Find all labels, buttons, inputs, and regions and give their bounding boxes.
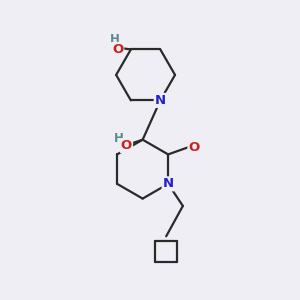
Text: O: O xyxy=(121,139,132,152)
Text: N: N xyxy=(155,94,166,107)
Text: O: O xyxy=(188,141,200,154)
Text: H: H xyxy=(110,33,120,46)
Text: H: H xyxy=(114,132,123,145)
Text: O: O xyxy=(112,43,123,56)
Text: N: N xyxy=(163,177,174,190)
